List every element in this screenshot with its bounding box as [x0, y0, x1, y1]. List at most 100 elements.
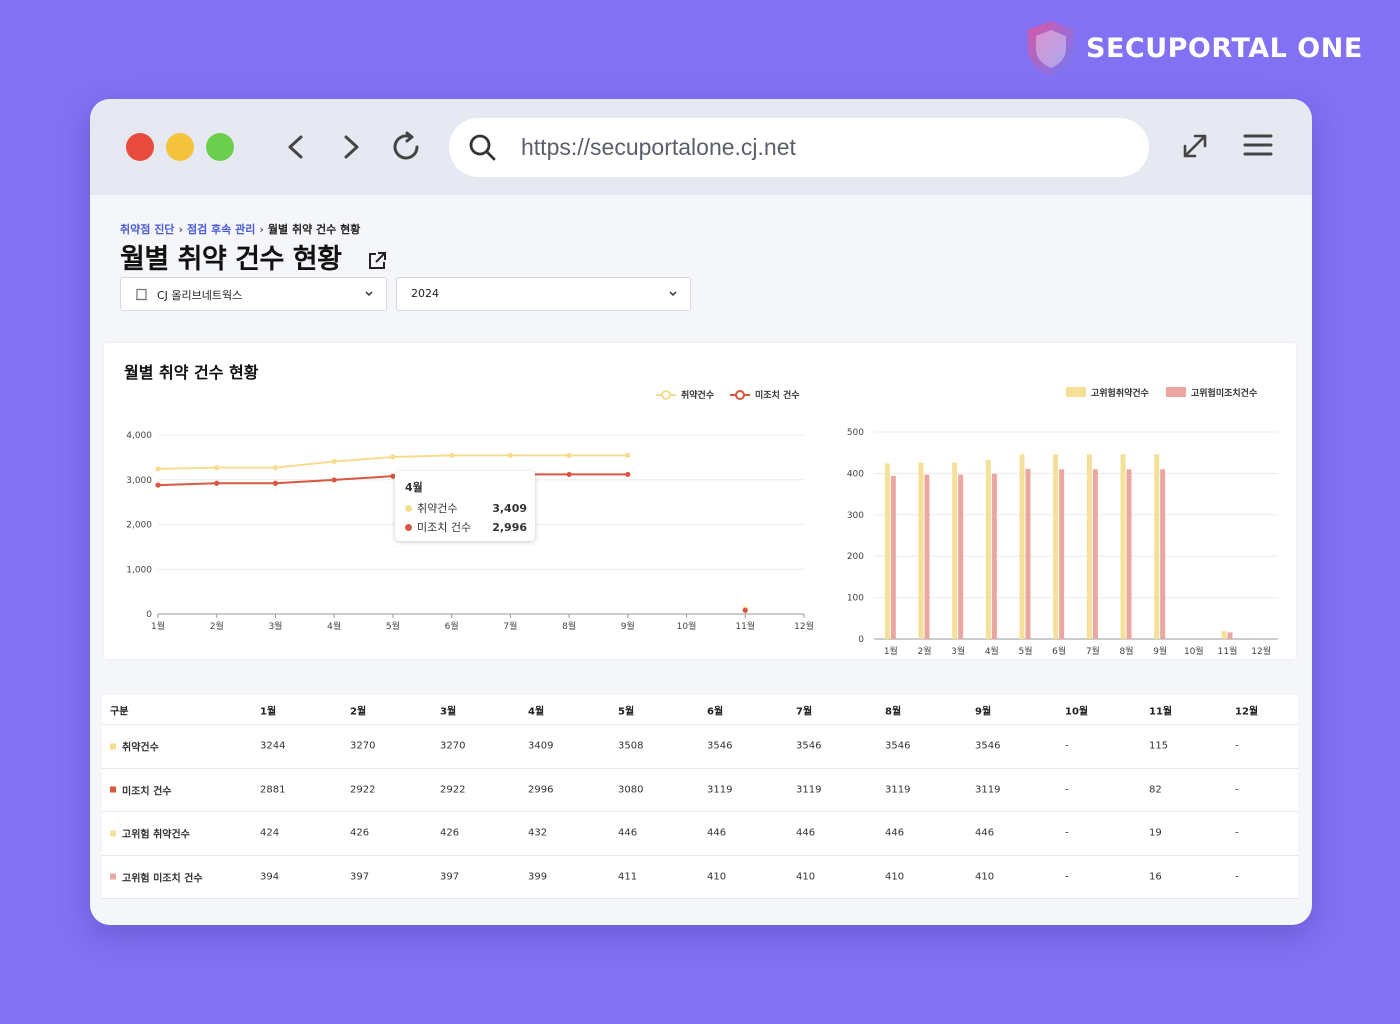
minimize-window-button[interactable]	[166, 133, 194, 161]
close-window-button[interactable]	[126, 133, 154, 161]
table-cell: 3409	[528, 740, 554, 752]
y-tick-label: 0	[146, 610, 152, 620]
table-header-cell: 10월	[1065, 706, 1089, 717]
tooltip-month: 4월	[405, 481, 423, 494]
data-point	[155, 482, 161, 488]
tooltip-row: 취약건수 3,409	[405, 500, 527, 516]
table-cell: 3119	[975, 784, 1001, 796]
charts: 0 1,000 2,000 3,000 4,000 1월 2월 3월 4월 5월 6월 7월 8월 9월 1…	[126, 387, 1278, 657]
table-cell: 394	[260, 871, 280, 883]
y-tick-label: 2,000	[126, 521, 152, 531]
expand-icon[interactable]	[1177, 128, 1213, 164]
table-cell: 446	[796, 827, 816, 839]
browser-window: https://secuportalone.cj.net 취약점 진단 › 점검 후…	[90, 99, 1312, 925]
row-label: 미조치 건수	[110, 782, 171, 797]
table-cell: -	[1065, 784, 1069, 796]
building-icon	[136, 288, 147, 301]
y-tick-label: 3,000	[126, 476, 152, 486]
table-cell: 424	[260, 827, 280, 839]
table-cell: 446	[618, 827, 638, 839]
x-tick-label: 9월	[621, 620, 635, 632]
y-tick-label: 4,000	[126, 431, 152, 441]
tooltip-row: 미조치 건수 2,996	[405, 519, 527, 535]
x-tick-label: 7월	[503, 620, 517, 632]
x-tick-label: 4월	[985, 645, 999, 657]
table-cell: 410	[707, 871, 727, 883]
tooltip-value: 3,409	[492, 501, 527, 515]
y-tick-label: 200	[847, 552, 864, 562]
legend-swatch	[405, 523, 412, 531]
bar	[1227, 632, 1233, 639]
data-point	[390, 454, 396, 460]
row-label: 취약건수	[110, 739, 159, 754]
bar	[1160, 469, 1166, 639]
bar	[958, 474, 964, 639]
data-table: 구분 1월 2월 3월 4월 5월 6월 7월 8월 9월 10월 11월 12월 취약건수 3244 327…	[102, 695, 1298, 899]
x-tick-label: 5월	[1018, 645, 1032, 657]
breadcrumb-link[interactable]: 점검 후속 관리	[186, 223, 256, 236]
data-point	[331, 477, 337, 483]
legend-label: 고위험취약건수	[1091, 387, 1149, 399]
url-text: https://secuportalone.cj.net	[521, 134, 796, 160]
table-cell: -	[1065, 871, 1069, 883]
year-select[interactable]: 2024	[396, 277, 691, 311]
company-select[interactable]: CJ 올리브네트웍스	[120, 277, 387, 311]
table-cell: 2922	[350, 784, 376, 796]
bar	[884, 463, 890, 639]
table-header-cell: 8월	[885, 706, 902, 717]
table-cell: 3080	[618, 784, 644, 796]
x-tick-label: 5월	[386, 620, 400, 632]
legend-swatch	[110, 743, 116, 750]
maximize-window-button[interactable]	[206, 133, 234, 161]
bar	[1025, 468, 1031, 639]
reload-icon[interactable]	[388, 129, 424, 165]
company-select-value: CJ 올리브네트웍스	[157, 289, 243, 302]
table-header-cell: 12월	[1235, 706, 1259, 717]
tooltip-label: 미조치 건수	[417, 521, 472, 534]
table-cell: 446	[975, 827, 995, 839]
brand-name: SECUPORTAL ONE	[1086, 32, 1363, 64]
data-point	[566, 471, 572, 478]
table-header-cell: 구분	[110, 706, 129, 717]
shield-icon	[1028, 21, 1074, 76]
table-row: 고위험 취약건수 424 426 426 432 446 446 446 446 446 - 19 -	[102, 812, 1298, 856]
browser-toolbar: https://secuportalone.cj.net	[90, 99, 1312, 195]
breadcrumb-link[interactable]: 취약점 진단	[120, 223, 175, 236]
table-cell: 82	[1149, 784, 1162, 796]
legend-swatch	[110, 786, 116, 793]
table-row: 고위험 미조치 건수 394 397 397 399 411 410 410 410 410 - 16…	[102, 856, 1298, 899]
table-cell: 3546	[975, 740, 1001, 752]
bar	[1019, 454, 1025, 639]
x-tick-label: 12월	[794, 620, 814, 632]
brand-logo: SECUPORTAL ONE	[1024, 18, 1363, 78]
data-point	[507, 452, 513, 458]
back-icon[interactable]	[278, 129, 314, 165]
bar	[918, 462, 924, 639]
table-cell: 432	[528, 827, 548, 839]
page-title: 월별 취약 건수 현황	[120, 237, 388, 276]
bar	[1120, 454, 1126, 639]
x-tick-label: 1월	[151, 620, 165, 632]
external-link-icon[interactable]	[366, 250, 388, 272]
data-point	[214, 480, 220, 486]
tooltip-value: 2,996	[492, 520, 527, 534]
address-bar[interactable]: https://secuportalone.cj.net	[449, 118, 1149, 177]
table-cell: 397	[350, 871, 370, 883]
forward-icon[interactable]	[333, 129, 369, 165]
menu-icon[interactable]	[1240, 128, 1276, 164]
legend-swatch	[1166, 387, 1186, 397]
table-cell: 3546	[796, 740, 822, 752]
data-point	[331, 458, 337, 465]
table-cell: 397	[440, 871, 460, 883]
table-header-cell: 1월	[260, 706, 277, 717]
x-tick-label: 11월	[735, 620, 755, 632]
row-label-text: 취약건수	[122, 742, 159, 754]
table-cell: 3546	[707, 740, 733, 752]
x-tick-label: 3월	[268, 620, 282, 632]
chevron-down-icon	[669, 291, 677, 297]
page-title-text: 월별 취약 건수 현황	[120, 244, 342, 275]
table-header-cell: 5월	[618, 706, 635, 717]
legend-swatch	[110, 830, 116, 837]
table-cell: 411	[618, 871, 638, 883]
row-label-text: 고위험 미조치 건수	[122, 873, 203, 885]
